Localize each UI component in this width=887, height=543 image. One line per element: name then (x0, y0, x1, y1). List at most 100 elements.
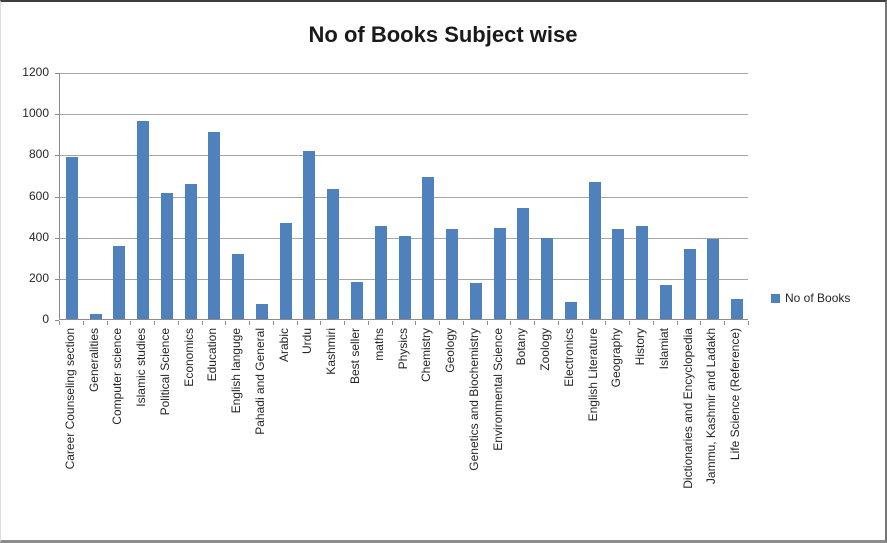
y-tick-label: 400 (28, 229, 49, 244)
legend-label: No of Books (785, 291, 851, 305)
x-category-label: Islamic studies (134, 328, 149, 407)
y-axis-tick-mark (55, 73, 59, 74)
x-axis-tick-mark (700, 321, 702, 325)
y-axis-tick-mark (55, 320, 59, 321)
bar[interactable] (255, 303, 268, 319)
x-category-label: Kashmiri (324, 328, 339, 375)
bar[interactable] (374, 226, 387, 319)
bar[interactable] (564, 301, 577, 319)
bar[interactable] (541, 237, 554, 319)
x-axis-tick-mark (130, 321, 132, 325)
x-category-label: English languge (229, 328, 244, 414)
gridline (60, 114, 748, 116)
x-category-label: Life Science (Reference) (728, 328, 743, 461)
x-category-label: Education (205, 328, 220, 382)
legend-marker-icon (771, 293, 780, 303)
x-category-label: Pahadi and General (252, 328, 267, 435)
x-axis-tick-mark (676, 321, 678, 325)
x-axis-tick-mark (225, 321, 227, 325)
y-tick-label: 800 (28, 147, 49, 162)
x-category-label: History (633, 328, 648, 366)
y-tick-label: 0 (42, 312, 49, 326)
y-tick-label: 600 (28, 188, 49, 203)
bar[interactable] (683, 249, 696, 319)
x-category-label: Arabic (276, 328, 291, 363)
x-category-label: Dictionaries and Encyclopedia (680, 328, 695, 489)
x-axis-tick-mark (391, 321, 393, 325)
bar[interactable] (446, 229, 459, 319)
plot-area (59, 73, 748, 320)
x-category-label: Chemistry (419, 328, 434, 383)
x-axis-tick-mark (557, 321, 559, 325)
x-axis-tick-mark (59, 321, 60, 325)
x-axis-tick-mark (510, 321, 512, 325)
x-axis-tick-mark (629, 321, 631, 325)
x-axis-tick-mark (154, 321, 156, 325)
y-axis-tick-mark (55, 114, 59, 116)
bar[interactable] (493, 228, 506, 319)
x-axis-tick-mark (415, 321, 417, 325)
bar[interactable] (612, 229, 625, 319)
bar[interactable] (659, 285, 672, 319)
bar[interactable] (327, 189, 340, 319)
x-category-label: English Literature (585, 328, 600, 422)
x-axis-tick-mark (534, 321, 536, 325)
bar[interactable] (232, 254, 245, 319)
x-category-label: Career Counseling section (62, 328, 77, 470)
x-category-label: Urdu (300, 328, 315, 355)
x-axis-tick-mark (82, 321, 84, 325)
x-axis-tick-mark (296, 321, 298, 325)
chart-title: No of Books Subject wise (308, 22, 578, 47)
bar[interactable] (160, 193, 173, 319)
y-tick-label: 1000 (22, 106, 49, 121)
y-tick-label: 200 (28, 270, 49, 285)
x-category-label: Geology (443, 328, 458, 373)
bar[interactable] (422, 176, 435, 319)
bar[interactable] (208, 131, 221, 319)
x-axis-tick-mark (106, 321, 108, 325)
x-category-label: Best seller (347, 328, 362, 385)
x-axis-tick-mark (201, 321, 203, 325)
x-category-label: Environmental Science (490, 328, 505, 451)
bar[interactable] (588, 182, 601, 319)
y-axis-tick-mark (55, 278, 59, 280)
gridline (60, 73, 748, 74)
x-category-label: Jammu, Kashmir and Ladakh (704, 328, 719, 485)
bar[interactable] (89, 313, 102, 319)
bar[interactable] (731, 299, 744, 319)
x-category-label: Genetics and Biochemistry (466, 328, 481, 471)
bar[interactable] (350, 281, 363, 319)
x-axis-tick-mark (249, 321, 251, 325)
bar[interactable] (707, 238, 720, 319)
x-axis-tick-mark (724, 321, 726, 325)
x-category-label: Physics (395, 328, 410, 370)
bar[interactable] (113, 245, 126, 319)
legend[interactable]: No of Books (771, 291, 850, 305)
x-axis-tick-mark (605, 321, 607, 325)
bar[interactable] (398, 235, 411, 319)
x-axis-tick-mark (367, 321, 369, 325)
bar[interactable] (469, 282, 482, 319)
bar[interactable] (137, 121, 150, 319)
x-axis-tick-mark (581, 321, 583, 325)
bar[interactable] (636, 226, 649, 319)
x-axis-tick-mark (344, 321, 346, 325)
bar[interactable] (184, 184, 197, 319)
x-category-label: maths (371, 328, 386, 361)
y-axis-tick-mark (55, 237, 59, 239)
x-category-label: Computer science (110, 328, 125, 425)
x-category-label: Islamiat (656, 328, 671, 370)
x-axis-tick-mark (439, 321, 441, 325)
x-axis-tick-mark (748, 321, 749, 325)
x-axis-tick-mark (320, 321, 322, 325)
gridline (60, 155, 748, 157)
bar[interactable] (65, 157, 78, 319)
bar[interactable] (279, 223, 292, 319)
bar[interactable] (303, 151, 316, 319)
y-tick-label: 1200 (22, 65, 49, 79)
x-category-label: Geography (609, 328, 624, 388)
x-category-label: Generalities (86, 328, 101, 393)
bar[interactable] (517, 207, 530, 319)
gridline (60, 196, 748, 198)
